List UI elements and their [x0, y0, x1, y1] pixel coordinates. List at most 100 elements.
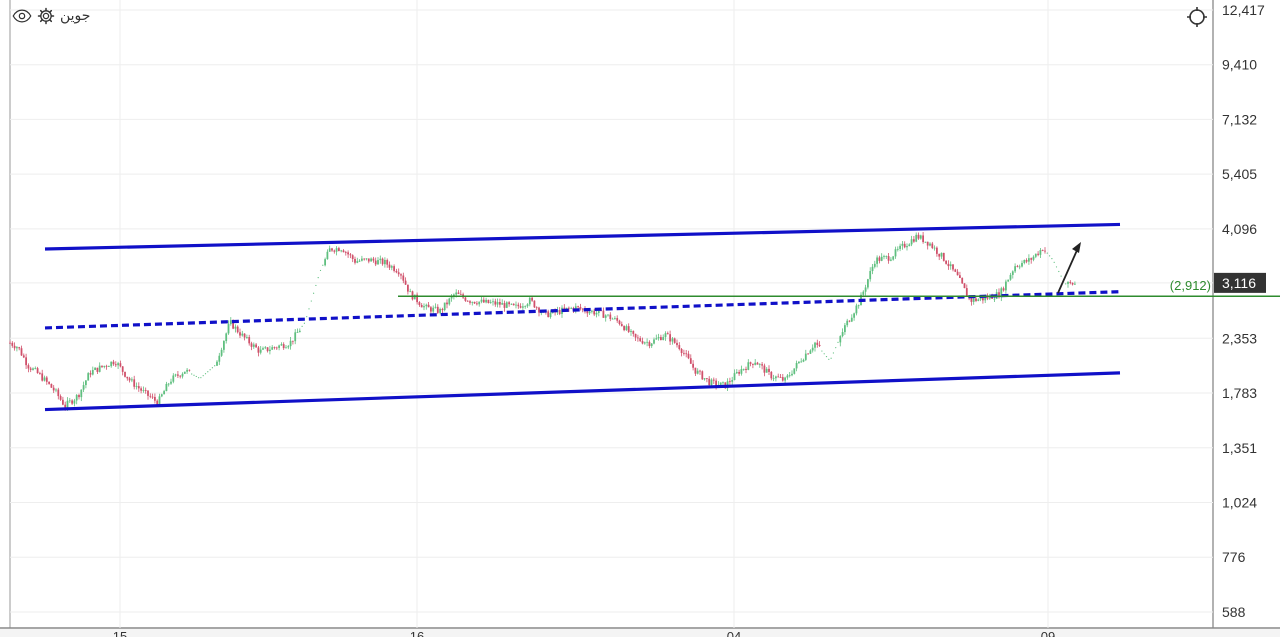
gap-dot	[200, 377, 202, 379]
candle-body	[775, 376, 777, 379]
candle-body	[908, 244, 911, 247]
candle-body	[441, 308, 444, 311]
candle-body	[121, 366, 124, 372]
candle-body	[779, 377, 782, 378]
candle-body	[517, 304, 520, 307]
candle-body	[581, 308, 584, 310]
candle-body	[82, 385, 85, 390]
y-tick-label: 1,351	[1222, 440, 1257, 456]
candle-body	[620, 324, 623, 327]
candle-body	[459, 293, 462, 295]
candle-body	[752, 363, 754, 365]
candle-body	[945, 260, 947, 264]
candle-body	[487, 299, 490, 304]
candle-body	[772, 378, 775, 380]
eye-icon[interactable]	[12, 6, 32, 26]
candle-body	[78, 395, 80, 398]
candle-body	[623, 326, 625, 331]
candle-body	[354, 258, 356, 263]
candle-body	[170, 381, 172, 384]
candle-body	[89, 373, 92, 375]
candle-body	[924, 241, 927, 243]
candle-body	[34, 368, 37, 369]
candle-body	[692, 363, 694, 368]
candle-body	[798, 361, 800, 363]
candle-body	[45, 377, 48, 382]
candle-body	[43, 377, 46, 381]
candle-body	[1025, 260, 1028, 262]
candle-body	[719, 382, 722, 385]
candle-body	[448, 298, 451, 305]
candle-body	[770, 371, 773, 379]
candle-body	[1071, 282, 1074, 285]
candle-body	[984, 297, 987, 301]
candle-body	[41, 373, 44, 381]
candle-body	[625, 326, 628, 331]
candle-body	[528, 297, 531, 305]
gear-icon[interactable]	[36, 6, 56, 26]
candle-body	[55, 389, 57, 391]
candle-body	[16, 347, 18, 349]
candle-body	[758, 364, 761, 366]
candle-body	[563, 307, 566, 309]
candle-body	[906, 246, 908, 248]
y-tick-label: 2,353	[1222, 330, 1257, 346]
candle-body	[275, 347, 278, 349]
gap-dot	[301, 325, 303, 327]
candle-body	[936, 247, 938, 254]
candle-body	[223, 341, 225, 350]
candle-body	[591, 310, 593, 312]
candle-body	[285, 347, 287, 349]
candle-body	[565, 307, 568, 309]
candle-body	[793, 368, 796, 374]
candle-body	[931, 243, 934, 248]
candle-body	[186, 369, 188, 372]
candle-body	[243, 333, 246, 338]
candle-body	[363, 258, 366, 260]
candle-body	[372, 258, 375, 261]
candle-body	[802, 359, 805, 362]
candle-body	[890, 259, 892, 261]
candle-body	[101, 365, 103, 367]
candle-body	[370, 258, 372, 262]
candle-body	[892, 256, 895, 260]
candle-body	[365, 258, 368, 260]
candle-body	[549, 312, 552, 318]
candle-body	[397, 272, 400, 275]
candle-body	[604, 315, 607, 318]
candle-body	[588, 311, 591, 314]
gap-dot	[193, 374, 195, 376]
candle-body	[492, 301, 494, 303]
candle-body	[347, 252, 349, 255]
candle-body	[269, 349, 271, 352]
channel-lower-line[interactable]	[44, 371, 1121, 412]
candle-body	[287, 346, 290, 348]
candle-body	[1028, 258, 1030, 262]
candle-body	[181, 373, 184, 377]
candle-body	[436, 306, 439, 313]
candle-body	[706, 378, 708, 379]
gap-dot	[310, 300, 312, 302]
crosshair-icon[interactable]	[1186, 6, 1208, 28]
candle-body	[689, 358, 692, 364]
channel-middle-dashed-line[interactable]	[44, 290, 1121, 330]
candle-body	[738, 371, 740, 374]
candle-body	[165, 383, 168, 392]
arrow-up-annotation[interactable]	[1057, 247, 1079, 294]
candle-body	[455, 292, 458, 295]
candle-body	[648, 341, 651, 347]
candle-body	[257, 347, 260, 353]
candle-body	[57, 389, 60, 397]
candle-body	[469, 301, 471, 303]
candle-body	[788, 375, 791, 377]
candle-body	[342, 250, 345, 253]
candle-body	[409, 291, 412, 293]
candle-body	[747, 362, 750, 370]
candle-body	[765, 368, 768, 373]
candle-body	[1069, 281, 1072, 283]
candle-body	[710, 379, 713, 386]
candle-body	[696, 370, 699, 374]
channel-upper-line[interactable]	[44, 222, 1121, 251]
